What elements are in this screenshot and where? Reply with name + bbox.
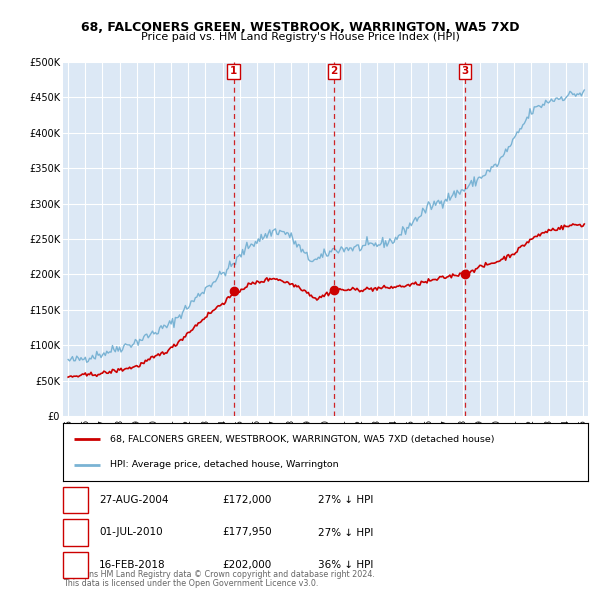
Text: 2: 2 [72, 527, 79, 537]
Text: This data is licensed under the Open Government Licence v3.0.: This data is licensed under the Open Gov… [63, 579, 319, 588]
Text: 68, FALCONERS GREEN, WESTBROOK, WARRINGTON, WA5 7XD (detached house): 68, FALCONERS GREEN, WESTBROOK, WARRINGT… [110, 435, 495, 444]
Text: Contains HM Land Registry data © Crown copyright and database right 2024.: Contains HM Land Registry data © Crown c… [63, 571, 375, 579]
Text: 2: 2 [331, 66, 338, 76]
Text: £172,000: £172,000 [222, 495, 271, 505]
Text: 1: 1 [230, 66, 238, 76]
Text: 27-AUG-2004: 27-AUG-2004 [99, 495, 169, 505]
Text: 68, FALCONERS GREEN, WESTBROOK, WARRINGTON, WA5 7XD: 68, FALCONERS GREEN, WESTBROOK, WARRINGT… [81, 21, 519, 34]
Text: 3: 3 [72, 560, 79, 570]
Text: HPI: Average price, detached house, Warrington: HPI: Average price, detached house, Warr… [110, 460, 339, 469]
Text: 36% ↓ HPI: 36% ↓ HPI [318, 560, 373, 570]
Text: 1: 1 [72, 495, 79, 505]
Text: £202,000: £202,000 [222, 560, 271, 570]
Text: 01-JUL-2010: 01-JUL-2010 [99, 527, 163, 537]
Text: 27% ↓ HPI: 27% ↓ HPI [318, 495, 373, 505]
Text: Price paid vs. HM Land Registry's House Price Index (HPI): Price paid vs. HM Land Registry's House … [140, 32, 460, 42]
Text: 16-FEB-2018: 16-FEB-2018 [99, 560, 166, 570]
Text: £177,950: £177,950 [222, 527, 272, 537]
Text: 27% ↓ HPI: 27% ↓ HPI [318, 527, 373, 537]
Text: 3: 3 [461, 66, 469, 76]
